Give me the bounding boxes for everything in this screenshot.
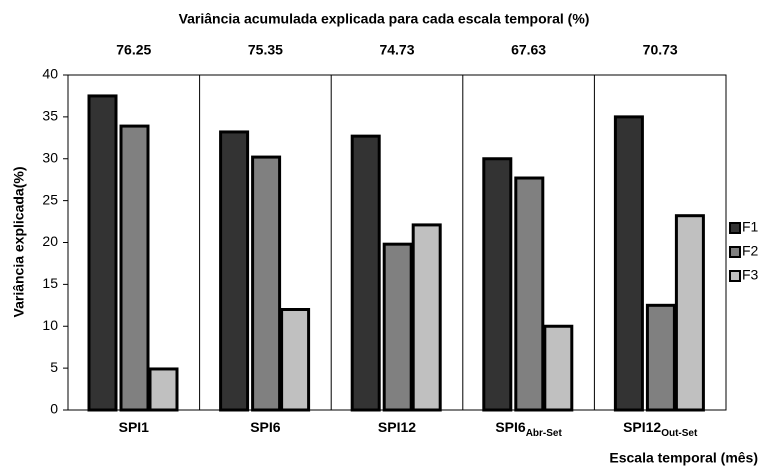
bar <box>251 155 282 412</box>
category-name: SPI1 <box>119 419 150 435</box>
y-tick-label: 25 <box>42 191 58 207</box>
legend-swatch <box>729 270 741 282</box>
legend-swatch <box>729 222 741 234</box>
legend-label: F1 <box>742 219 759 235</box>
category-name: SPI6 <box>495 419 526 435</box>
bar <box>543 324 574 412</box>
x-tick-label: SPI1 <box>119 419 150 435</box>
y-tick-label: 0 <box>50 401 58 417</box>
y-tick-label: 15 <box>42 275 58 291</box>
group-total: 76.25 <box>116 42 151 58</box>
category-name: SPI6 <box>250 419 281 435</box>
y-tick-label: 35 <box>42 108 58 124</box>
bar <box>674 214 705 412</box>
group-total: 74.73 <box>379 42 414 58</box>
bar <box>411 223 442 412</box>
group-total: 70.73 <box>643 42 678 58</box>
x-tick-label: SPI6 <box>250 419 281 435</box>
bar <box>148 367 179 412</box>
legend-label: F3 <box>742 267 759 283</box>
x-tick-label: SPI6Abr-Set <box>495 419 562 439</box>
bar <box>219 130 250 412</box>
category-name: SPI12 <box>623 419 661 435</box>
bar <box>645 303 676 412</box>
bar <box>613 115 644 412</box>
x-tick-label: SPI12 <box>378 419 416 435</box>
bar <box>350 134 381 412</box>
bar <box>482 157 513 412</box>
bar <box>280 308 311 412</box>
y-axis-label: Variância explicada(%) <box>11 167 27 318</box>
bar <box>87 94 118 412</box>
legend-label: F2 <box>742 243 759 259</box>
x-tick-label: SPI12Out-Set <box>623 419 698 439</box>
category-subscript: Abr-Set <box>526 428 563 439</box>
bar <box>514 176 545 412</box>
legend-swatch <box>729 246 741 258</box>
group-total: 75.35 <box>248 42 283 58</box>
category-name: SPI12 <box>378 419 416 435</box>
x-axis-label: Escala temporal (mês) <box>609 450 758 466</box>
category-subscript: Out-Set <box>661 428 698 439</box>
y-tick-label: 5 <box>50 359 58 375</box>
bar <box>119 124 150 412</box>
group-total: 67.63 <box>511 42 546 58</box>
chart-title: Variância acumulada explicada para cada … <box>179 11 590 27</box>
y-tick-label: 10 <box>42 317 58 333</box>
y-tick-label: 20 <box>42 233 58 249</box>
bar <box>382 242 413 412</box>
y-tick-label: 40 <box>42 66 58 82</box>
y-tick-label: 30 <box>42 149 58 165</box>
